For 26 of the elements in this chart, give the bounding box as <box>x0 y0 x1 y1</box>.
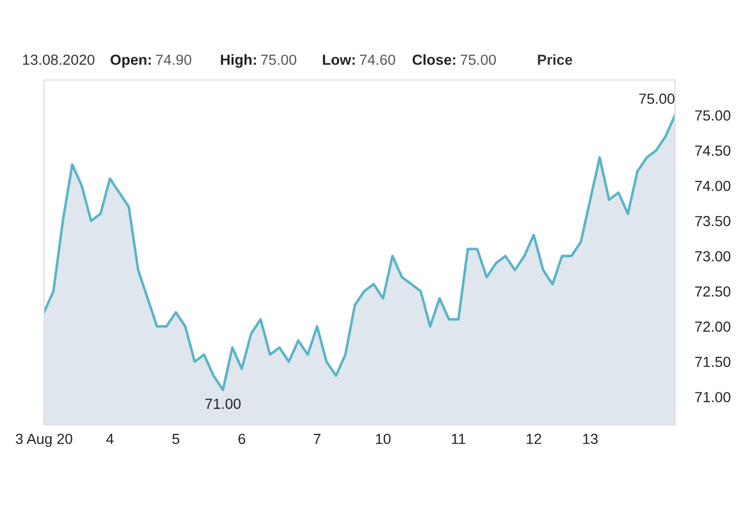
y-tick-label: 71.50 <box>695 356 730 368</box>
x-tick-label: 10 <box>376 434 391 444</box>
y-tick-label: 71.00 <box>695 392 730 402</box>
x-tick-label: 6 <box>238 434 246 444</box>
text: High: 75.00 <box>220 54 296 68</box>
y-tick-label: 72.00 <box>695 322 730 332</box>
x-tick-label: 11 <box>452 434 466 444</box>
x-tick-label: 12 <box>526 434 542 444</box>
y-tick-label: 73.00 <box>695 251 730 262</box>
text: Price <box>538 54 572 65</box>
annotation: 75.00 <box>639 94 674 104</box>
text: Low: 74.60 <box>322 54 396 65</box>
text: Close: 75.00 <box>412 54 496 65</box>
x-tick-label: 4 <box>106 434 114 444</box>
x-tick-label: 13 <box>583 434 598 444</box>
x-tick-label: 3 Aug 20 <box>16 434 72 447</box>
y-tick-label: 74.50 <box>695 146 730 156</box>
y-tick-label: 73.50 <box>695 216 730 226</box>
text: 13.08.2020 <box>23 54 94 65</box>
x-tick-label: 7 <box>314 434 320 444</box>
y-tick-label: 72.50 <box>695 286 730 297</box>
y-tick-label: 75.00 <box>695 110 730 121</box>
y-tick-label: 74.00 <box>695 180 730 192</box>
text: Open: 74.90 <box>110 54 192 68</box>
x-tick-label: 5 <box>172 434 180 444</box>
annotation: 71.00 <box>205 398 241 409</box>
